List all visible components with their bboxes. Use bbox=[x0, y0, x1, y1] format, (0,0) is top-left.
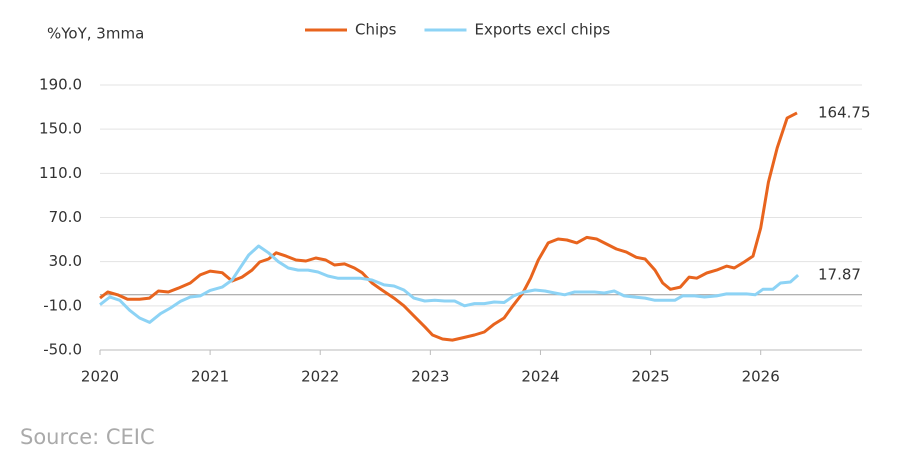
x-tick-label: 2024 bbox=[521, 368, 559, 386]
x-tick-label: 2025 bbox=[631, 368, 669, 386]
y-tick-label: 150.0 bbox=[39, 120, 82, 138]
legend-label: Exports excl chips bbox=[474, 21, 610, 39]
x-tick-label: 2022 bbox=[301, 368, 339, 386]
series-line bbox=[99, 244, 800, 324]
y-tick-label: 110.0 bbox=[39, 164, 82, 182]
x-tick-label: 2020 bbox=[81, 368, 119, 386]
legend-label: Chips bbox=[355, 21, 397, 39]
x-tick-label: 2021 bbox=[191, 368, 229, 386]
y-tick-label: 70.0 bbox=[49, 208, 82, 226]
x-tick-label: 2026 bbox=[742, 368, 780, 386]
series-line bbox=[99, 111, 798, 342]
end-label: 17.87 bbox=[818, 266, 861, 284]
y-tick-label: 190.0 bbox=[39, 76, 82, 94]
source: Source: CEIC bbox=[20, 425, 155, 449]
y-axis-label: %YoY, 3mma bbox=[47, 25, 144, 43]
y-tick-label: -50.0 bbox=[43, 341, 82, 359]
y-tick-label: -10.0 bbox=[43, 296, 82, 314]
end-label: 164.75 bbox=[818, 103, 871, 121]
x-tick-label: 2023 bbox=[411, 368, 449, 386]
y-tick-label: 30.0 bbox=[49, 252, 82, 270]
